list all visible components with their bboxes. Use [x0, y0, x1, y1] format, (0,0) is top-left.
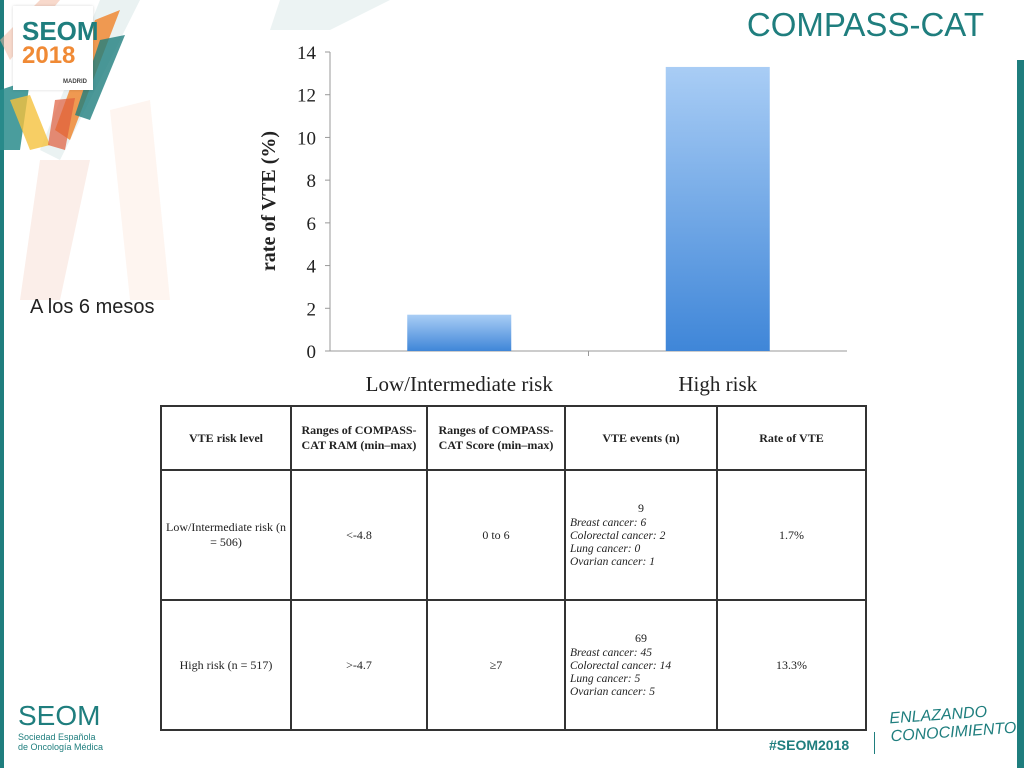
event-line: Breast cancer: 45 [570, 647, 652, 659]
x-ticks: Low/Intermediate risk High risk [366, 351, 758, 396]
event-line: Lung cancer: 5 [570, 673, 641, 685]
cell-ram-range: >-4.7 [290, 599, 428, 731]
decorative-ribbons [0, 0, 390, 300]
y-tick-label: 8 [307, 171, 317, 192]
slide-title: COMPASS-CAT [746, 6, 984, 43]
bars [407, 66, 770, 351]
y-tick-label: 0 [307, 342, 317, 363]
cell-score-range: ≥7 [426, 599, 566, 731]
cell-ram-range: <-4.8 [290, 469, 428, 601]
header-vte-events: VTE events (n) [564, 405, 718, 471]
cell-risk-level: High risk (n = 517) [160, 599, 292, 731]
cell-rate: 13.3% [716, 599, 867, 731]
y-tick-label: 2 [307, 299, 317, 320]
y-tick-label: 14 [297, 43, 317, 64]
event-line: Ovarian cancer: 1 [570, 556, 655, 568]
footer-society-name: Sociedad Española de Oncología Médica [18, 732, 103, 752]
right-accent-bar [1017, 60, 1024, 768]
footer-slogan: ENLAZANDO CONOCIMIENTO [889, 702, 1017, 747]
header-rate: Rate of VTE [716, 405, 867, 471]
society-line-2: de Oncología Médica [18, 742, 104, 752]
cell-rate: 1.7% [716, 469, 867, 601]
cell-risk-level: Low/Intermediate risk (n = 506) [160, 469, 292, 601]
footer-divider [874, 732, 875, 754]
y-axis-label: rate of VTE (%) [258, 131, 280, 271]
y-tick-label: 12 [297, 86, 316, 107]
table-row: Low/Intermediate risk (n = 506) <-4.8 0 … [160, 469, 867, 601]
x-category-label: High risk [678, 372, 757, 396]
logo-city: MADRID [63, 79, 87, 85]
events-total: 9 [638, 501, 644, 515]
cell-score-range: 0 to 6 [426, 469, 566, 601]
table-header-row: VTE risk level Ranges of COMPASS-CAT RAM… [160, 405, 867, 471]
header-risk-level: VTE risk level [160, 405, 292, 471]
event-line: Breast cancer: 6 [570, 517, 647, 529]
events-total: 69 [635, 631, 647, 645]
vte-bar-chart: rate of VTE (%) 0 2 4 6 8 10 12 14 Low/Intermed… [258, 43, 847, 396]
logo-brand: SEOM [22, 16, 99, 46]
bar-0 [407, 314, 512, 351]
event-line: Ovarian cancer: 5 [570, 686, 655, 698]
header-ram-range: Ranges of COMPASS-CAT RAM (min–max) [290, 405, 428, 471]
y-tick-label: 4 [307, 257, 317, 278]
society-line-1: Sociedad Española [18, 732, 96, 742]
footer-hashtag: #SEOM2018 [769, 737, 850, 753]
cell-vte-events: 69 Breast cancer: 45 Colorectal cancer: … [564, 599, 718, 731]
bar-1 [665, 66, 770, 351]
y-ticks: 0 2 4 6 8 10 12 14 [297, 43, 330, 363]
footer-seom-logo: SEOM [18, 700, 101, 731]
side-note: A los 6 mesos [30, 296, 155, 318]
seom-2018-logo: SEOM 2018 MADRID [13, 6, 99, 90]
y-tick-label: 10 [297, 128, 316, 149]
logo-year: 2018 [22, 42, 76, 69]
table-row: High risk (n = 517) >-4.7 ≥7 69 Breast c… [160, 599, 867, 731]
header-score-range: Ranges of COMPASS-CAT Score (min–max) [426, 405, 566, 471]
event-line: Colorectal cancer: 14 [570, 660, 672, 672]
x-category-label: Low/Intermediate risk [366, 372, 554, 396]
event-line: Colorectal cancer: 2 [570, 530, 666, 542]
cell-vte-events: 9 Breast cancer: 6 Colorectal cancer: 2 … [564, 469, 718, 601]
y-tick-label: 6 [307, 214, 317, 235]
left-accent-bar [0, 0, 4, 768]
vte-risk-table: VTE risk level Ranges of COMPASS-CAT RAM… [160, 405, 867, 731]
event-line: Lung cancer: 0 [570, 543, 641, 555]
